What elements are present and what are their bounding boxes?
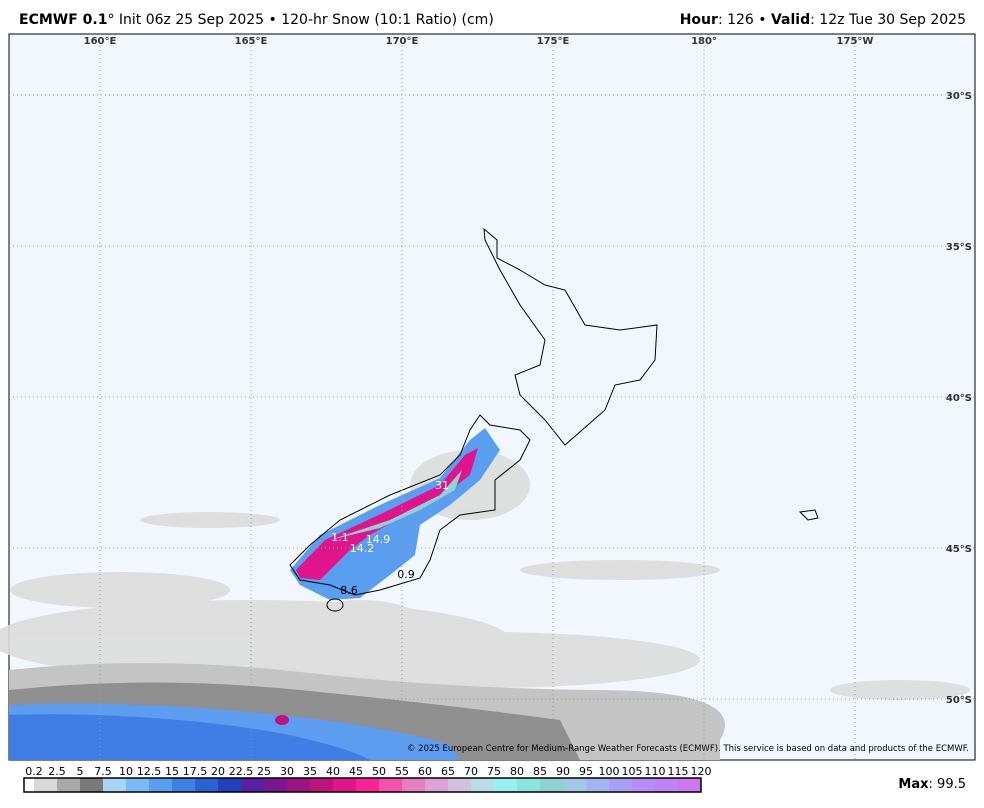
graticule: 160°E 165°E 170°E 175°E 180° 175°W 30°S 35°S 40°… — [9, 34, 975, 760]
colorbar-swatch — [34, 778, 57, 792]
colorbar-label: 0.2 — [25, 765, 43, 778]
lat-label: 45°S — [946, 544, 972, 555]
colorbar-label: 105 — [622, 765, 643, 778]
valid-text: : 12z Tue 30 Sep 2025 — [810, 12, 966, 28]
colorbar-swatch — [57, 778, 80, 792]
colorbar-swatch — [609, 778, 632, 792]
value-label: 0.9 — [397, 568, 415, 581]
colorbar-swatch — [287, 778, 310, 792]
colorbar-swatch — [655, 778, 678, 792]
colorbar-label: 60 — [418, 765, 432, 778]
lon-label: 175°E — [537, 36, 570, 47]
colorbar-label: 95 — [579, 765, 593, 778]
colorbar-swatch — [149, 778, 172, 792]
copyright: © 2025 European Centre for Medium-Range … — [407, 744, 969, 754]
colorbar: 0.2 2.5 5 7.5 10 12.5 15 17.5 20 22.5 25 30 35 40 45 50… — [23, 765, 712, 793]
colorbar-label: 50 — [372, 765, 386, 778]
colorbar-label: 100 — [599, 765, 620, 778]
colorbar-swatch — [218, 778, 241, 792]
colorbar-label: 110 — [645, 765, 666, 778]
colorbar-swatch — [172, 778, 195, 792]
colorbar-label: 17.5 — [183, 765, 208, 778]
lat-label: 50°S — [946, 695, 972, 706]
colorbar-swatch — [241, 778, 264, 792]
colorbar-swatch — [425, 778, 448, 792]
colorbar-label: 12.5 — [137, 765, 162, 778]
lon-label: 165°E — [235, 36, 268, 47]
colorbar-label: 40 — [326, 765, 340, 778]
max-value: Max: 99.5 — [898, 777, 966, 792]
valid-label: Valid — [770, 12, 811, 28]
colorbar-label: 2.5 — [48, 765, 66, 778]
colorbar-label: 120 — [691, 765, 712, 778]
colorbar-label: 10 — [119, 765, 133, 778]
colorbar-label: 7.5 — [94, 765, 112, 778]
max-label: Max — [898, 777, 929, 792]
colorbar-swatch — [632, 778, 655, 792]
colorbar-label: 85 — [533, 765, 547, 778]
lat-label: 30°S — [946, 91, 972, 102]
colorbar-label: 90 — [556, 765, 570, 778]
colorbar-swatch — [103, 778, 126, 792]
valid-info: Hour: 126 • Valid: 12z Tue 30 Sep 2025 — [680, 12, 966, 28]
hour-label: Hour — [679, 12, 718, 28]
colorbar-border — [23, 777, 702, 793]
colorbar-label: 35 — [303, 765, 317, 778]
colorbar-label: 70 — [464, 765, 478, 778]
colorbar-swatch — [471, 778, 494, 792]
value-label: 14.9 — [366, 533, 391, 546]
colorbar-label: 45 — [349, 765, 363, 778]
colorbar-label: 22.5 — [229, 765, 254, 778]
map-labels: 31 1.1 14.914.2 0.9 8.6 — [331, 479, 449, 597]
colorbar-swatch — [310, 778, 333, 792]
lat-label: 35°S — [946, 242, 972, 253]
colorbar-swatch — [402, 778, 425, 792]
model: ECMWF 0.1 — [19, 12, 108, 28]
lon-label: 160°E — [84, 36, 117, 47]
snow-field — [0, 428, 970, 760]
colorbar-swatch — [356, 778, 379, 792]
max-text: : 99.5 — [929, 777, 966, 792]
colorbar-label: 115 — [668, 765, 689, 778]
title: ECMWF 0.1° Init 06z 25 Sep 2025 • 120-hr… — [19, 12, 494, 28]
lon-label: 180° — [691, 36, 717, 47]
colorbar-label: 15 — [165, 765, 179, 778]
colorbar-label: 55 — [395, 765, 409, 778]
colorbar-swatch — [24, 778, 34, 792]
colorbar-swatch — [195, 778, 218, 792]
colorbar-swatch — [494, 778, 517, 792]
colorbar-swatch — [678, 778, 701, 792]
colorbar-swatch — [333, 778, 356, 792]
colorbar-swatch — [264, 778, 287, 792]
colorbar-label: 75 — [487, 765, 501, 778]
value-label: 14.2 — [350, 542, 375, 555]
colorbar-label: 80 — [510, 765, 524, 778]
lat-label: 40°S — [946, 393, 972, 404]
lon-label: 175°W — [837, 36, 874, 47]
colorbar-swatch — [540, 778, 563, 792]
colorbar-swatch — [517, 778, 540, 792]
value-label: 8.6 — [340, 584, 358, 597]
colorbar-label: 25 — [257, 765, 271, 778]
coastline — [289, 227, 819, 612]
colorbar-swatch — [80, 778, 103, 792]
colorbar-label: 65 — [441, 765, 455, 778]
value-label: 1.1 — [331, 531, 349, 544]
colorbar-label: 30 — [280, 765, 294, 778]
colorbar-swatch — [563, 778, 586, 792]
colorbar-swatch — [586, 778, 609, 792]
colorbar-label: 20 — [211, 765, 225, 778]
colorbar-label: 5 — [77, 765, 84, 778]
colorbar-swatch — [126, 778, 149, 792]
header: ECMWF 0.1° Init 06z 25 Sep 2025 • 120-hr… — [0, 0, 984, 34]
title-text: ° Init 06z 25 Sep 2025 • 120-hr Snow (10… — [107, 12, 494, 28]
colorbar-swatch — [448, 778, 471, 792]
colorbar-swatch — [379, 778, 402, 792]
hour-text: : 126 • — [717, 12, 771, 28]
value-label: 31 — [435, 479, 449, 492]
lon-label: 170°E — [386, 36, 419, 47]
